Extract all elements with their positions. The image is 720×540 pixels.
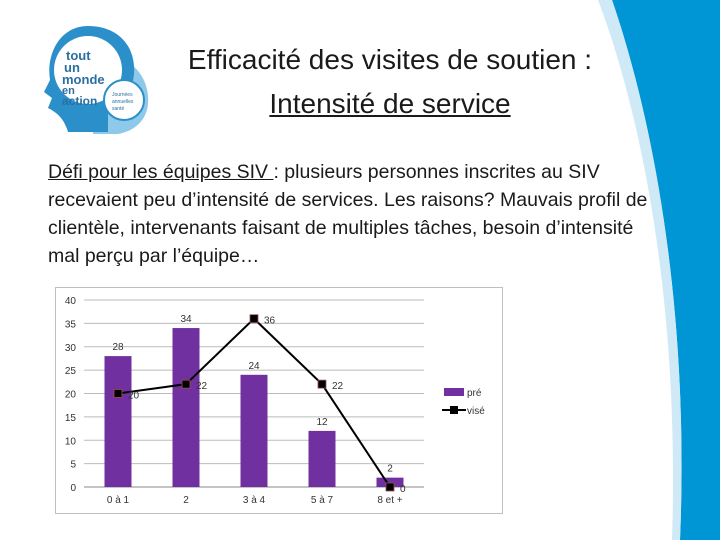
- slide-title: Efficacité des visites de soutien : Inte…: [140, 38, 640, 126]
- line-data-label: 20: [128, 391, 140, 402]
- line-marker: [249, 314, 259, 324]
- bar-data-label: 28: [112, 342, 124, 353]
- y-tick-label: 10: [65, 436, 77, 447]
- x-tick-label: 3 à 4: [243, 495, 266, 506]
- svg-text:tout: tout: [66, 48, 91, 63]
- line-data-label: 22: [332, 381, 344, 392]
- line-marker: [113, 389, 123, 398]
- bar: [172, 328, 200, 487]
- logo: tout un monde en action Journées annuell…: [44, 26, 149, 134]
- bar-data-label: 24: [248, 361, 260, 372]
- legend-marker: [450, 406, 458, 414]
- title-line-2: Intensité de service: [269, 88, 511, 119]
- line-marker: [385, 482, 395, 492]
- y-tick-label: 20: [65, 390, 77, 401]
- line-marker: [181, 379, 191, 389]
- line-data-label: 22: [196, 381, 208, 392]
- body-text: Défi pour les équipes SIV : plusieurs pe…: [48, 158, 648, 270]
- x-tick-label: 5 à 7: [311, 495, 334, 506]
- svg-text:action: action: [62, 94, 97, 108]
- legend-swatch-bar: [444, 388, 464, 396]
- y-tick-label: 15: [65, 413, 77, 424]
- x-tick-label: 2: [183, 495, 189, 506]
- y-tick-label: 5: [70, 460, 76, 471]
- legend-label-bar: pré: [467, 388, 482, 399]
- x-tick-label: 8 et +: [377, 495, 402, 506]
- title-line-1: Efficacité des visites de soutien :: [187, 44, 593, 75]
- svg-text:un: un: [64, 60, 80, 75]
- line-data-label: 36: [264, 316, 276, 327]
- bar: [308, 430, 336, 487]
- legend-label-line: visé: [467, 406, 485, 417]
- body-rest: : plusieurs personnes inscrites au SIV r…: [48, 161, 648, 267]
- bar-data-label: 34: [180, 314, 192, 325]
- bar-data-label: 2: [387, 464, 393, 475]
- body-lead: Défi pour les équipes SIV: [48, 161, 274, 183]
- svg-text:annuelles: annuelles: [112, 99, 134, 105]
- line-data-label: 0: [400, 484, 406, 495]
- svg-text:Journées: Journées: [112, 92, 133, 98]
- y-tick-label: 25: [65, 366, 77, 377]
- svg-text:santé: santé: [112, 106, 124, 112]
- svg-text:en: en: [62, 85, 75, 97]
- y-tick-label: 40: [65, 296, 77, 307]
- svg-text:monde: monde: [62, 72, 105, 87]
- x-tick-label: 0 à 1: [107, 495, 130, 506]
- y-tick-label: 30: [65, 343, 77, 354]
- y-tick-label: 0: [70, 483, 76, 494]
- line-marker: [317, 379, 327, 389]
- bar: [104, 356, 132, 487]
- bar-data-label: 12: [316, 417, 328, 428]
- y-tick-label: 35: [65, 319, 77, 330]
- bar: [240, 374, 268, 487]
- bar: [376, 477, 404, 487]
